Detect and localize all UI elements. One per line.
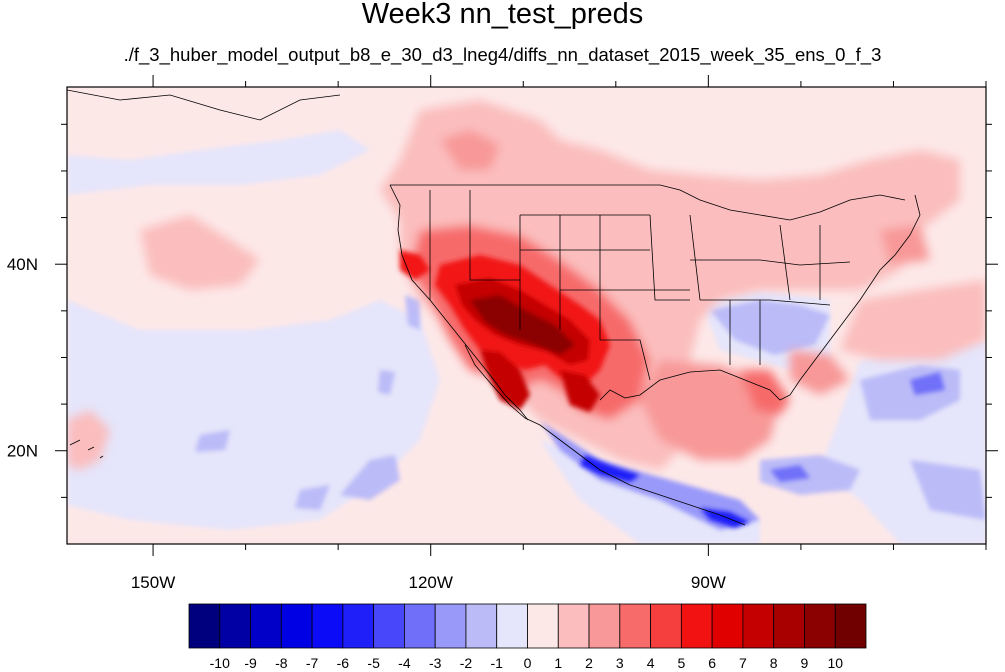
colorbar-label: -10 [210, 655, 230, 671]
lon-tick-label: 90W [691, 573, 726, 592]
lat-tick-label: 20N [7, 442, 38, 461]
colorbar-swatch [280, 603, 313, 649]
colorbar-swatch [404, 603, 436, 649]
field-contours-strong [400, 250, 610, 412]
colorbar-swatch [773, 603, 805, 649]
colorbar-swatch [557, 603, 590, 649]
colorbar-swatch [742, 603, 775, 649]
colorbar-swatch [527, 603, 559, 649]
colorbar-label: 1 [554, 655, 562, 671]
colorbar-label: -8 [275, 655, 288, 671]
colorbar-label: 5 [677, 655, 685, 671]
colorbar-swatch [373, 603, 405, 649]
lon-tick-label: 150W [131, 573, 175, 592]
colorbar-label: 3 [616, 655, 624, 671]
colorbar-label: -3 [429, 655, 442, 671]
colorbar-swatch [711, 603, 744, 649]
colorbar-swatch [250, 603, 282, 649]
map-subtitle: ./f_3_huber_model_output_b8_e_30_d3_lneg… [123, 44, 882, 65]
colorbar-label: -2 [460, 655, 473, 671]
colorbar-swatch [650, 603, 682, 649]
colorbar-label: -4 [398, 655, 411, 671]
colorbar-label: 4 [647, 655, 655, 671]
colorbar-swatch [434, 603, 467, 649]
colorbar-swatch [465, 603, 498, 649]
colorbar-swatch [496, 603, 528, 649]
colorbar-label: 6 [708, 655, 716, 671]
axis-ticks [55, 75, 998, 556]
colorbar-label: 8 [770, 655, 778, 671]
colorbar-swatch [188, 603, 221, 649]
colorbar-swatch [680, 603, 713, 649]
plot-frame [66, 86, 987, 545]
colorbar-swatch [588, 603, 621, 649]
colorbar-label: -6 [337, 655, 350, 671]
map-plot-area [67, 87, 986, 544]
colorbar-label: 2 [585, 655, 593, 671]
colorbar-swatch [219, 603, 251, 649]
lat-tick-label: 40N [7, 255, 38, 274]
colorbar-swatch [342, 603, 375, 649]
axis-tick-labels: 150W 120W 90W 40N 20N [7, 255, 726, 592]
colorbar-label: -7 [306, 655, 319, 671]
colorbar-label: -5 [367, 655, 380, 671]
colorbar-label: -1 [491, 655, 504, 671]
colorbar-swatch [804, 603, 836, 649]
coastlines-and-borders [67, 89, 921, 526]
colorbar-label: 10 [827, 655, 843, 671]
field-contours-darkblue [580, 372, 945, 528]
colorbar-swatch [311, 603, 344, 649]
colorbar-swatch [619, 603, 651, 649]
lon-tick-label: 120W [409, 573, 453, 592]
colorbar-label: -9 [244, 655, 257, 671]
colorbar-label: 0 [524, 655, 532, 671]
colorbar-label: 9 [801, 655, 809, 671]
colorbar-label: 7 [739, 655, 747, 671]
colorbar: -10 -9 -8 -7 -6 -5 -4 -3 -2 -1 0 1 2 3 4 5 6 7 8 9 10 [188, 603, 867, 671]
colorbar-swatch [834, 603, 867, 649]
map-title: Week3 nn_test_preds [361, 0, 644, 30]
